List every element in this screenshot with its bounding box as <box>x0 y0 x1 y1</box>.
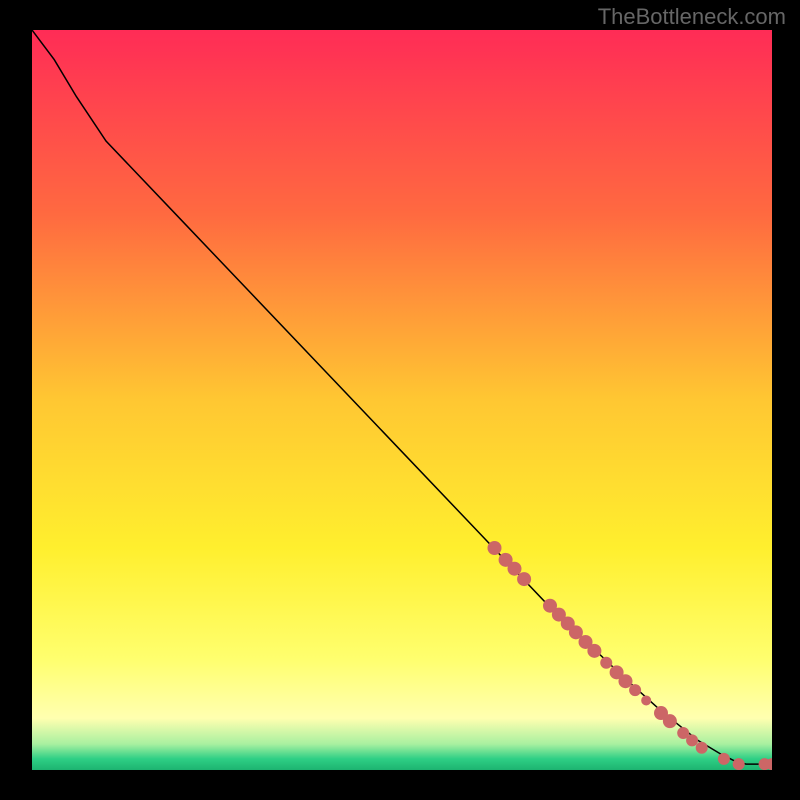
data-marker <box>587 644 601 658</box>
data-marker <box>629 684 641 696</box>
data-marker <box>641 695 651 705</box>
plot-svg <box>32 30 772 770</box>
data-marker <box>507 562 521 576</box>
gradient-background <box>32 30 772 770</box>
data-marker <box>517 572 531 586</box>
data-marker <box>686 734 698 746</box>
watermark-text: TheBottleneck.com <box>598 4 786 30</box>
data-marker <box>618 674 632 688</box>
data-marker <box>488 541 502 555</box>
data-marker <box>600 657 612 669</box>
chart-container: TheBottleneck.com <box>0 0 800 800</box>
data-marker <box>718 753 730 765</box>
plot-area <box>32 30 772 770</box>
data-marker <box>733 758 745 770</box>
data-marker <box>663 714 677 728</box>
data-marker <box>696 742 708 754</box>
